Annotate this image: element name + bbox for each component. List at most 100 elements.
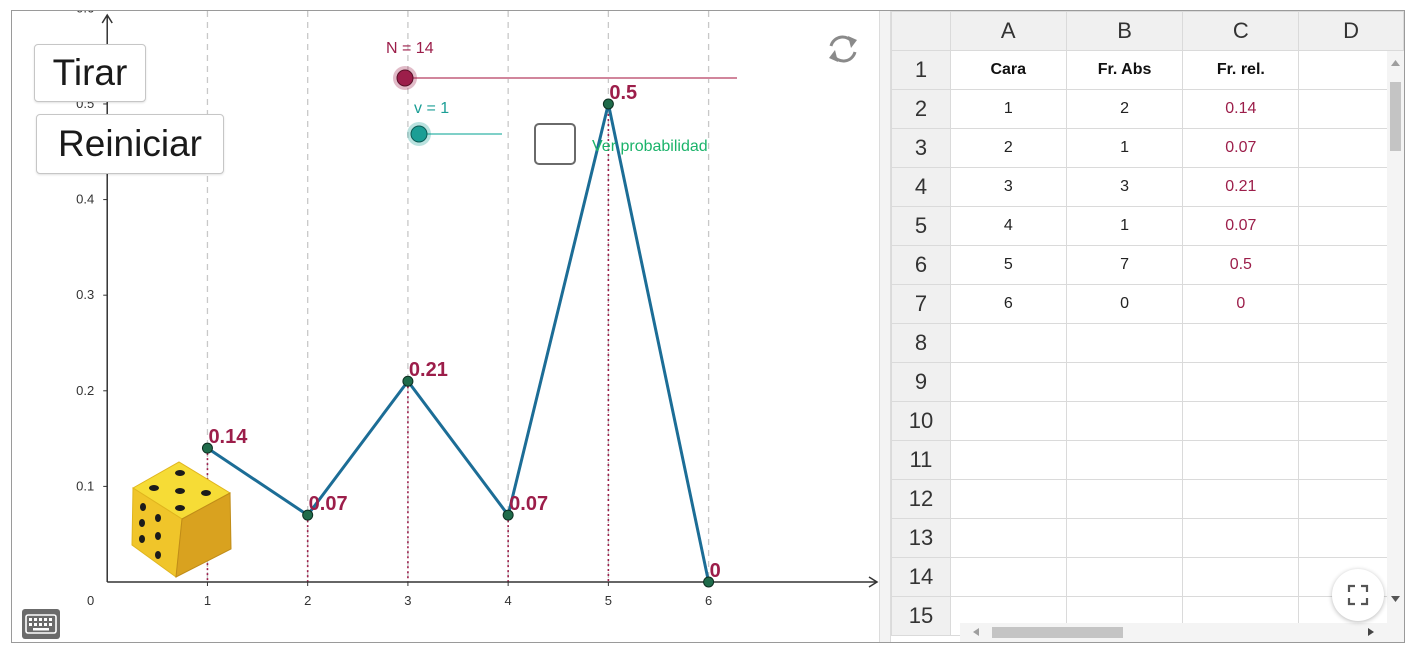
cell-a8[interactable] <box>949 323 1067 363</box>
table-row: 11 <box>891 440 1404 480</box>
cell-d5[interactable] <box>1298 206 1404 246</box>
keyboard-icon[interactable] <box>22 609 60 639</box>
row-header[interactable]: 14 <box>891 557 951 597</box>
vertical-scrollbar[interactable] <box>1387 51 1404 642</box>
cell-a11[interactable] <box>949 440 1067 480</box>
row-header[interactable]: 9 <box>891 362 951 402</box>
vertical-scroll-thumb[interactable] <box>1390 82 1401 151</box>
column-header-c[interactable]: C <box>1182 11 1300 51</box>
cell-a9[interactable] <box>949 362 1067 402</box>
reset-button[interactable]: Reiniciar <box>36 114 224 174</box>
cell-c4[interactable]: 0.21 <box>1182 167 1300 207</box>
cell-a4[interactable]: 3 <box>949 167 1067 207</box>
data-point-label: 0.21 <box>409 359 448 381</box>
refresh-icon[interactable] <box>829 35 857 63</box>
roll-button[interactable]: Tirar <box>34 44 146 102</box>
cell-b13[interactable] <box>1065 518 1184 558</box>
cell-d7[interactable] <box>1298 284 1404 324</box>
cell-c6[interactable]: 0.5 <box>1182 245 1300 285</box>
cell-b3[interactable]: 1 <box>1065 128 1184 168</box>
x-tick-label: 3 <box>404 593 411 608</box>
row-header[interactable]: 13 <box>891 518 951 558</box>
cell-b14[interactable] <box>1065 557 1184 597</box>
v-slider[interactable]: v = 1 <box>407 100 502 146</box>
cell-b2[interactable]: 2 <box>1065 89 1184 129</box>
cell-c2[interactable]: 0.14 <box>1182 89 1300 129</box>
cell-a6[interactable]: 5 <box>949 245 1067 285</box>
column-header-a[interactable]: A <box>949 11 1067 51</box>
cell-c1[interactable]: Fr. rel. <box>1182 50 1300 90</box>
cell-c10[interactable] <box>1182 401 1300 441</box>
cell-c8[interactable] <box>1182 323 1300 363</box>
show-probability-checkbox[interactable]: Ver probabilidad <box>534 123 708 165</box>
cell-a10[interactable] <box>949 401 1067 441</box>
cell-b11[interactable] <box>1065 440 1184 480</box>
row-header[interactable]: 6 <box>891 245 951 285</box>
cell-a3[interactable]: 2 <box>949 128 1067 168</box>
cell-a12[interactable] <box>949 479 1067 519</box>
row-header[interactable]: 3 <box>891 128 951 168</box>
cell-d4[interactable] <box>1298 167 1404 207</box>
row-header[interactable]: 2 <box>891 89 951 129</box>
column-header-b[interactable]: B <box>1065 11 1184 51</box>
cell-b8[interactable] <box>1065 323 1184 363</box>
cell-b10[interactable] <box>1065 401 1184 441</box>
horizontal-scrollbar[interactable] <box>960 623 1387 642</box>
cell-b12[interactable] <box>1065 479 1184 519</box>
v-slider-handle[interactable] <box>410 125 428 143</box>
cell-a13[interactable] <box>949 518 1067 558</box>
y-tick-label: 0.1 <box>76 478 94 493</box>
row-header[interactable]: 11 <box>891 440 951 480</box>
cell-b9[interactable] <box>1065 362 1184 402</box>
cell-d8[interactable] <box>1298 323 1404 363</box>
cell-a1[interactable]: Cara <box>949 50 1067 90</box>
scroll-down-arrow[interactable] <box>1391 596 1400 602</box>
cell-b7[interactable]: 0 <box>1065 284 1184 324</box>
table-row: 2 1 2 0.14 <box>891 89 1404 129</box>
cell-d1[interactable] <box>1298 50 1404 90</box>
horizontal-scroll-thumb[interactable] <box>992 627 1123 638</box>
cell-c9[interactable] <box>1182 362 1300 402</box>
cell-d6[interactable] <box>1298 245 1404 285</box>
scroll-left-arrow[interactable] <box>973 628 979 636</box>
n-slider-handle[interactable] <box>396 69 414 87</box>
cell-c11[interactable] <box>1182 440 1300 480</box>
n-slider[interactable]: N = 14 <box>386 40 737 90</box>
cell-a2[interactable]: 1 <box>949 89 1067 129</box>
row-header[interactable]: 4 <box>891 167 951 207</box>
row-header[interactable]: 15 <box>891 596 951 636</box>
cell-b1[interactable]: Fr. Abs <box>1065 50 1184 90</box>
corner-cell <box>891 11 951 51</box>
row-header[interactable]: 10 <box>891 401 951 441</box>
cell-c14[interactable] <box>1182 557 1300 597</box>
y-tick-label: 0.2 <box>76 383 94 398</box>
scroll-right-arrow[interactable] <box>1368 628 1374 636</box>
scroll-up-arrow[interactable] <box>1391 60 1400 66</box>
die-icon[interactable] <box>131 461 232 578</box>
cell-c3[interactable]: 0.07 <box>1182 128 1300 168</box>
cell-d2[interactable] <box>1298 89 1404 129</box>
cell-c7[interactable]: 0 <box>1182 284 1300 324</box>
cell-b6[interactable]: 7 <box>1065 245 1184 285</box>
row-header[interactable]: 5 <box>891 206 951 246</box>
row-header[interactable]: 1 <box>891 50 951 90</box>
row-header[interactable]: 12 <box>891 479 951 519</box>
table-row: 8 <box>891 323 1404 363</box>
data-point <box>502 509 514 521</box>
row-header[interactable]: 8 <box>891 323 951 363</box>
cell-c5[interactable]: 0.07 <box>1182 206 1300 246</box>
cell-c12[interactable] <box>1182 479 1300 519</box>
cell-b5[interactable]: 1 <box>1065 206 1184 246</box>
cell-c13[interactable] <box>1182 518 1300 558</box>
column-header-d[interactable]: D <box>1298 11 1404 51</box>
cell-b4[interactable]: 3 <box>1065 167 1184 207</box>
frequency-chart: 1 2 3 4 5 6 0.1 0.2 0.3 0.4 0.5 0.6 0 0.14 0.07 0.21 0.… <box>76 11 879 608</box>
row-header[interactable]: 7 <box>891 284 951 324</box>
checkbox-box[interactable] <box>534 123 576 165</box>
cell-a14[interactable] <box>949 557 1067 597</box>
fullscreen-button[interactable] <box>1332 569 1384 621</box>
cell-a5[interactable]: 4 <box>949 206 1067 246</box>
cell-a7[interactable]: 6 <box>949 284 1067 324</box>
view-divider[interactable] <box>879 11 891 642</box>
